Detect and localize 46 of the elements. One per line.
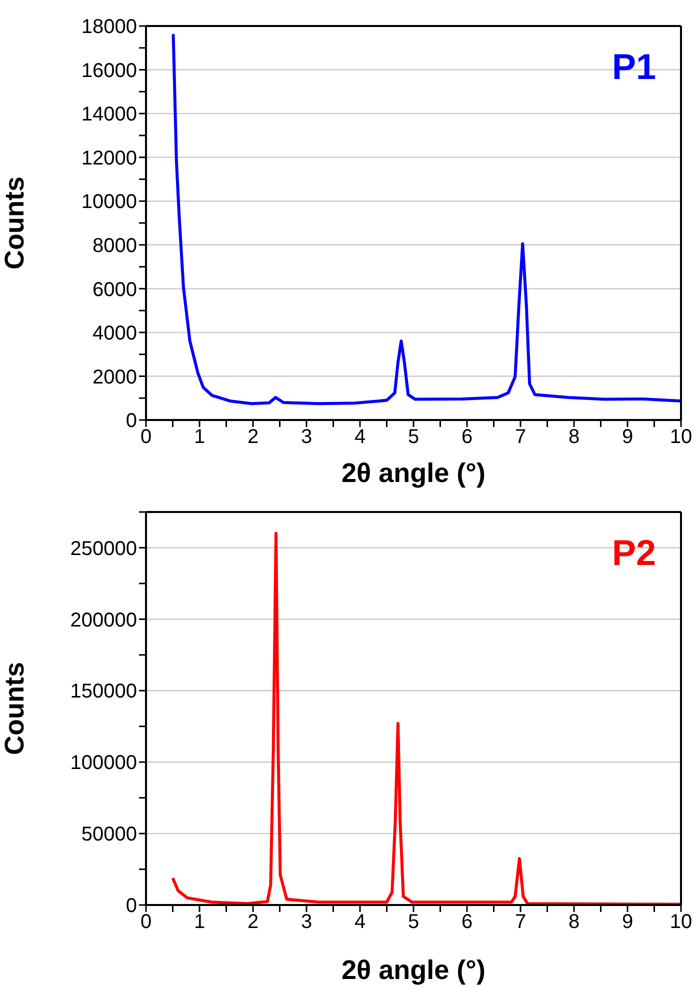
x-tick-label: 5 bbox=[408, 911, 420, 934]
y-tick-label: 14000 bbox=[81, 104, 137, 126]
y-tick-label: 250000 bbox=[70, 538, 137, 560]
x-tick-label: 7 bbox=[514, 426, 526, 448]
x-tick-label: 6 bbox=[461, 426, 473, 448]
x-tick-label: 8 bbox=[568, 911, 580, 934]
x-tick-label: 10 bbox=[670, 426, 692, 448]
x-tick-label: 2 bbox=[247, 426, 259, 448]
y-tick-label: 12000 bbox=[81, 147, 137, 170]
y-tick-label: 100000 bbox=[70, 752, 137, 774]
y-tick-label: 4000 bbox=[92, 322, 137, 345]
y-tick-label: 2000 bbox=[92, 366, 137, 388]
x-tick-label: 1 bbox=[194, 911, 206, 934]
y-tick-label: 10000 bbox=[81, 191, 137, 214]
x-tick-label: 4 bbox=[354, 426, 366, 448]
y-tick-label: 150000 bbox=[70, 680, 137, 703]
x-axis-title: 2θ angle (°) bbox=[342, 458, 486, 488]
y-tick-label: 18000 bbox=[81, 16, 137, 38]
y-tick-label: 8000 bbox=[92, 234, 137, 257]
x-tick-label: 3 bbox=[300, 911, 312, 934]
x-tick-label: 1 bbox=[194, 426, 206, 448]
x-tick-label: 0 bbox=[140, 911, 152, 934]
annotation: P1 bbox=[612, 46, 656, 87]
x-tick-label: 0 bbox=[140, 426, 152, 448]
y-tick-label: 6000 bbox=[92, 278, 137, 301]
y-axis-title: Counts bbox=[0, 176, 30, 270]
y-tick-label: 16000 bbox=[81, 60, 137, 82]
x-tick-label: 10 bbox=[670, 911, 692, 934]
x-tick-label: 3 bbox=[300, 426, 312, 448]
line-series bbox=[172, 532, 681, 905]
x-tick-label: 9 bbox=[622, 426, 634, 448]
y-tick-label: 200000 bbox=[70, 609, 137, 632]
y-axis-title: Counts bbox=[0, 662, 30, 755]
x-tick-label: 7 bbox=[514, 911, 526, 934]
line-series bbox=[172, 34, 681, 406]
y-tick-label: 0 bbox=[126, 895, 137, 918]
annotation: P2 bbox=[612, 532, 656, 573]
x-tick-label: 9 bbox=[622, 911, 634, 934]
x-tick-label: 4 bbox=[354, 911, 366, 934]
x-tick-label: 8 bbox=[568, 426, 580, 448]
x-tick-label: 5 bbox=[408, 426, 420, 448]
x-tick-label: 6 bbox=[461, 911, 473, 934]
x-axis-title: 2θ angle (°) bbox=[342, 955, 486, 985]
y-tick-label: 50000 bbox=[81, 824, 137, 846]
x-tick-label: 2 bbox=[247, 911, 259, 934]
y-tick-label: 0 bbox=[126, 410, 137, 432]
